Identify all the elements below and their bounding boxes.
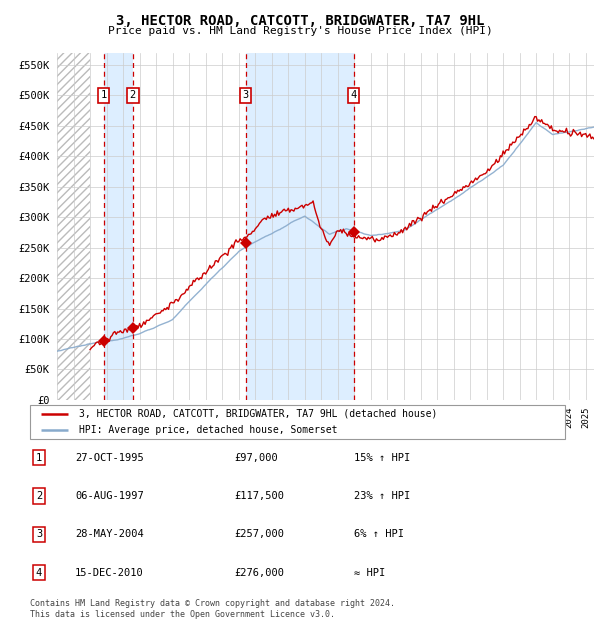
Text: 4: 4 [36,568,42,578]
Text: 23% ↑ HPI: 23% ↑ HPI [354,491,410,501]
Text: 3, HECTOR ROAD, CATCOTT, BRIDGWATER, TA7 9HL: 3, HECTOR ROAD, CATCOTT, BRIDGWATER, TA7… [116,14,484,28]
FancyBboxPatch shape [30,405,565,440]
Text: 2: 2 [36,491,42,501]
Text: £117,500: £117,500 [234,491,284,501]
Text: 15-DEC-2010: 15-DEC-2010 [75,568,144,578]
Text: £97,000: £97,000 [234,453,278,463]
Text: 1: 1 [36,453,42,463]
Text: 1: 1 [101,91,107,100]
Text: 28-MAY-2004: 28-MAY-2004 [75,529,144,539]
Text: ≈ HPI: ≈ HPI [354,568,385,578]
Text: 15% ↑ HPI: 15% ↑ HPI [354,453,410,463]
Text: 3, HECTOR ROAD, CATCOTT, BRIDGWATER, TA7 9HL (detached house): 3, HECTOR ROAD, CATCOTT, BRIDGWATER, TA7… [79,409,437,419]
Text: £276,000: £276,000 [234,568,284,578]
Text: 06-AUG-1997: 06-AUG-1997 [75,491,144,501]
Text: 3: 3 [242,91,248,100]
Bar [104,53,133,400]
Bar [57,53,90,400]
Bar [57,53,90,400]
Text: £257,000: £257,000 [234,529,284,539]
Text: HPI: Average price, detached house, Somerset: HPI: Average price, detached house, Some… [79,425,337,435]
Text: Contains HM Land Registry data © Crown copyright and database right 2024.
This d: Contains HM Land Registry data © Crown c… [30,600,395,619]
Text: 4: 4 [350,91,357,100]
Text: 2: 2 [130,91,136,100]
Text: Price paid vs. HM Land Registry's House Price Index (HPI): Price paid vs. HM Land Registry's House … [107,26,493,36]
Text: 3: 3 [36,529,42,539]
Text: 27-OCT-1995: 27-OCT-1995 [75,453,144,463]
Bar [245,53,354,400]
Text: 6% ↑ HPI: 6% ↑ HPI [354,529,404,539]
